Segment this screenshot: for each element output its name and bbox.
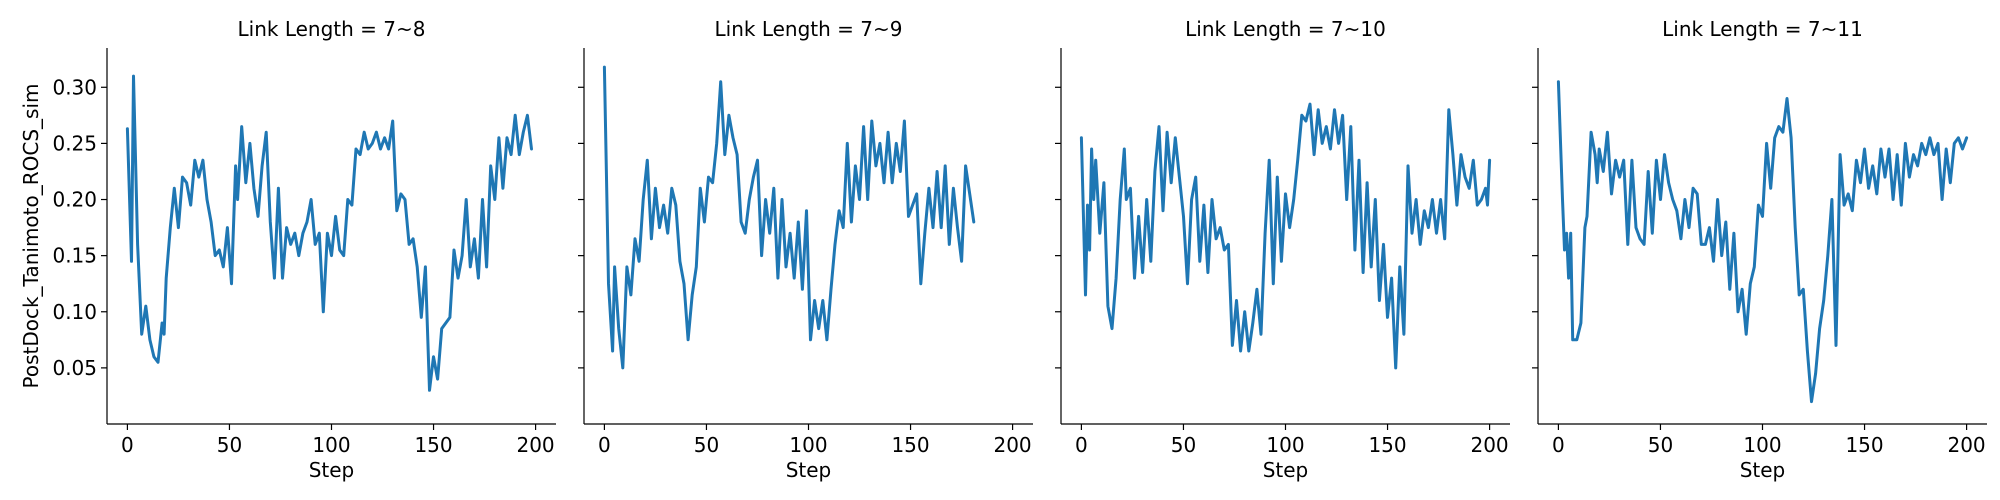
chart-panel-4: Link Length = 7~11 0 50 100 150 200 Step <box>1532 17 1987 482</box>
x-tick-label: 150 <box>1845 433 1883 457</box>
x-tick-label: 50 <box>217 433 242 457</box>
x-tick-label: 50 <box>694 433 719 457</box>
x-tick-label: 150 <box>414 433 452 457</box>
y-axis-title: PostDock_Tanimoto_ROCS_sim <box>19 83 43 388</box>
x-tick-label: 200 <box>1470 433 1508 457</box>
x-tick-label: 100 <box>1266 433 1304 457</box>
x-tick-label: 150 <box>1368 433 1406 457</box>
y-tick-label: 0.10 <box>52 300 97 324</box>
y-tick-label: 0.05 <box>52 356 97 380</box>
x-axis-title: Step <box>309 458 355 482</box>
panel-title: Link Length = 7~10 <box>1185 17 1386 41</box>
y-tick-label: 0.25 <box>52 131 97 155</box>
x-tick-label: 50 <box>1171 433 1196 457</box>
y-tick-label: 0.20 <box>52 188 97 212</box>
x-tick-label: 0 <box>1552 433 1565 457</box>
panel-title: Link Length = 7~9 <box>715 17 903 41</box>
x-tick-label: 100 <box>789 433 827 457</box>
x-axis-title: Step <box>1263 458 1309 482</box>
x-tick-label: 100 <box>1743 433 1781 457</box>
x-tick-label: 0 <box>598 433 611 457</box>
x-tick-label: 150 <box>891 433 929 457</box>
panel-title: Link Length = 7~11 <box>1662 17 1863 41</box>
x-axis-title: Step <box>1740 458 1786 482</box>
x-axis-title: Step <box>786 458 832 482</box>
chart-panel-1: Link Length = 7~8 0 50 100 150 200 0.05 0.10 0.1… <box>19 17 556 482</box>
panel-title: Link Length = 7~8 <box>238 17 426 41</box>
x-tick-label: 100 <box>312 433 350 457</box>
x-tick-label: 200 <box>993 433 1031 457</box>
chart-panel-2: Link Length = 7~9 0 50 100 150 200 Step <box>578 17 1033 482</box>
y-tick-label: 0.30 <box>52 75 97 99</box>
series-line <box>125 74 533 392</box>
y-tick-label: 0.15 <box>52 244 97 268</box>
series-line <box>1556 80 1969 404</box>
series-line <box>1079 102 1492 370</box>
x-tick-label: 0 <box>121 433 134 457</box>
series-line <box>602 65 976 370</box>
chart-panel-3: Link Length = 7~10 0 50 100 150 200 Step <box>1055 17 1510 482</box>
x-tick-label: 50 <box>1648 433 1673 457</box>
x-tick-label: 0 <box>1075 433 1088 457</box>
x-tick-label: 200 <box>516 433 554 457</box>
x-tick-label: 200 <box>1947 433 1985 457</box>
